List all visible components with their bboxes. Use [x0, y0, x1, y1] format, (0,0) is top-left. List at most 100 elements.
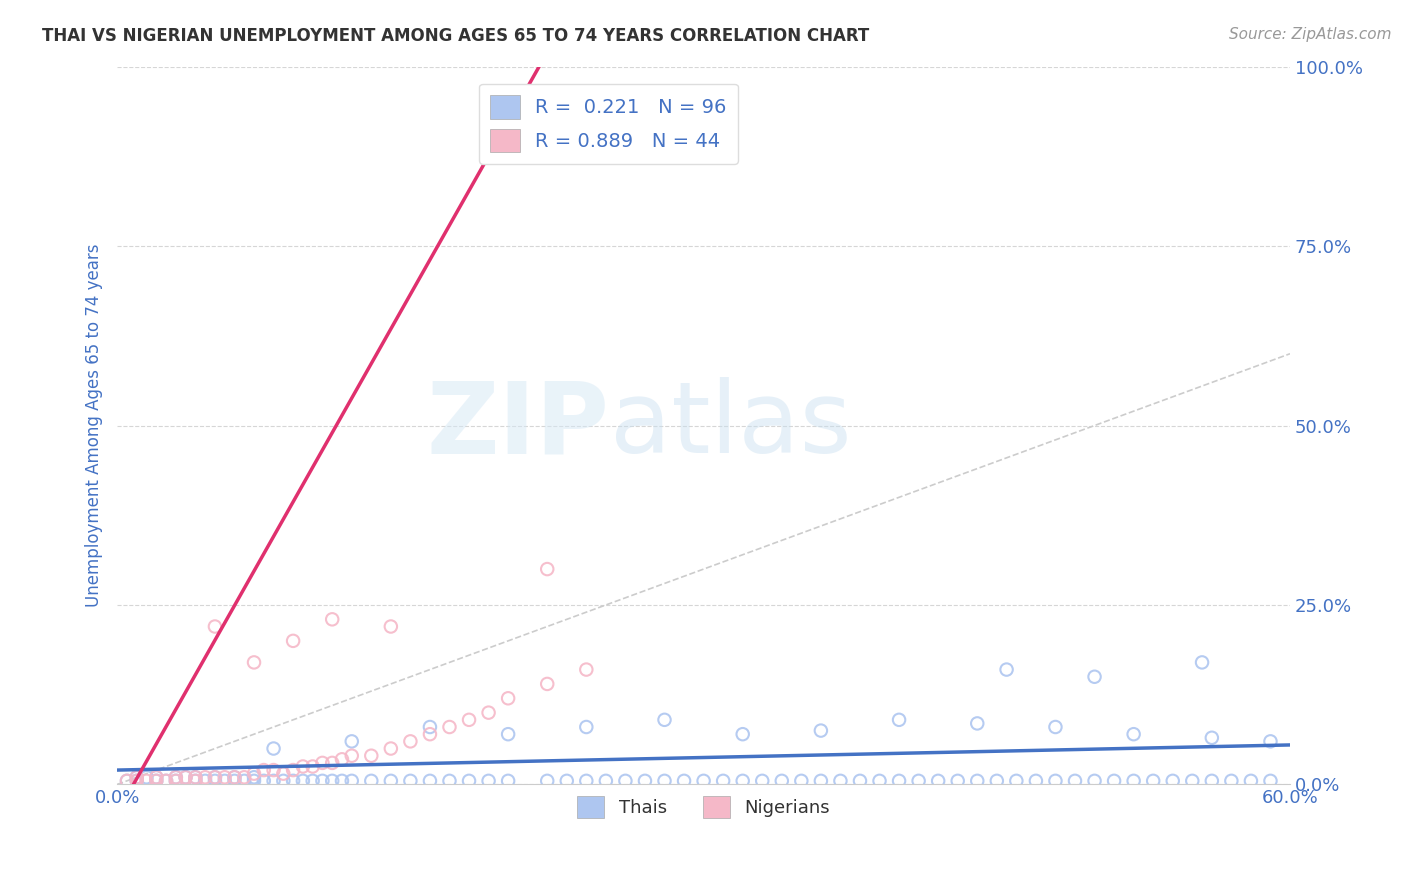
Point	[399, 773, 422, 788]
Point	[810, 723, 832, 738]
Point	[673, 773, 696, 788]
Point	[184, 773, 207, 788]
Point	[751, 773, 773, 788]
Point	[790, 773, 813, 788]
Point	[1161, 773, 1184, 788]
Point	[496, 773, 519, 788]
Point	[263, 763, 285, 777]
Point	[711, 773, 734, 788]
Point	[810, 773, 832, 788]
Point	[125, 773, 148, 788]
Point	[340, 748, 363, 763]
Point	[184, 770, 207, 784]
Point	[321, 773, 343, 788]
Point	[966, 773, 988, 788]
Point	[165, 770, 187, 784]
Point	[1191, 656, 1213, 670]
Point	[595, 773, 617, 788]
Point	[155, 773, 177, 788]
Point	[869, 773, 891, 788]
Point	[253, 773, 276, 788]
Point	[184, 773, 207, 788]
Point	[731, 727, 754, 741]
Point	[360, 748, 382, 763]
Point	[135, 770, 157, 784]
Point	[340, 773, 363, 788]
Point	[281, 773, 304, 788]
Point	[536, 773, 558, 788]
Point	[830, 773, 852, 788]
Point	[575, 663, 598, 677]
Point	[174, 770, 197, 784]
Point	[204, 773, 226, 788]
Point	[291, 759, 314, 773]
Point	[243, 656, 266, 670]
Point	[273, 766, 295, 780]
Point	[1083, 670, 1105, 684]
Point	[458, 713, 481, 727]
Point	[311, 756, 333, 770]
Point	[946, 773, 969, 788]
Point	[634, 773, 657, 788]
Point	[458, 773, 481, 788]
Point	[654, 773, 676, 788]
Point	[555, 773, 578, 788]
Point	[536, 677, 558, 691]
Point	[496, 691, 519, 706]
Point	[692, 773, 714, 788]
Point	[281, 633, 304, 648]
Point	[330, 752, 353, 766]
Point	[1220, 773, 1243, 788]
Point	[233, 773, 256, 788]
Point	[174, 770, 197, 784]
Point	[995, 663, 1018, 677]
Point	[1025, 773, 1047, 788]
Point	[311, 773, 333, 788]
Point	[496, 727, 519, 741]
Point	[340, 734, 363, 748]
Point	[1260, 734, 1282, 748]
Point	[204, 619, 226, 633]
Point	[1260, 773, 1282, 788]
Point	[360, 773, 382, 788]
Point	[204, 770, 226, 784]
Point	[439, 720, 461, 734]
Point	[770, 773, 793, 788]
Point	[145, 770, 167, 784]
Point	[214, 773, 236, 788]
Point	[1083, 773, 1105, 788]
Point	[115, 773, 138, 788]
Point	[165, 773, 187, 788]
Point	[1045, 773, 1067, 788]
Point	[145, 773, 167, 788]
Point	[439, 773, 461, 788]
Point	[125, 770, 148, 784]
Point	[1201, 731, 1223, 745]
Point	[887, 713, 910, 727]
Point	[1122, 773, 1144, 788]
Point	[145, 770, 167, 784]
Point	[224, 773, 246, 788]
Point	[243, 773, 266, 788]
Point	[1045, 720, 1067, 734]
Point	[301, 773, 323, 788]
Point	[907, 773, 929, 788]
Point	[165, 770, 187, 784]
Point	[731, 773, 754, 788]
Point	[301, 759, 323, 773]
Legend: Thais, Nigerians: Thais, Nigerians	[569, 789, 838, 826]
Point	[1181, 773, 1204, 788]
Point	[575, 720, 598, 734]
Point	[115, 773, 138, 788]
Point	[399, 734, 422, 748]
Point	[986, 773, 1008, 788]
Point	[966, 716, 988, 731]
Point	[184, 770, 207, 784]
Point	[1142, 773, 1164, 788]
Point	[1201, 773, 1223, 788]
Point	[155, 773, 177, 788]
Text: atlas: atlas	[610, 377, 852, 474]
Point	[243, 770, 266, 784]
Y-axis label: Unemployment Among Ages 65 to 74 years: Unemployment Among Ages 65 to 74 years	[86, 244, 103, 607]
Point	[125, 773, 148, 788]
